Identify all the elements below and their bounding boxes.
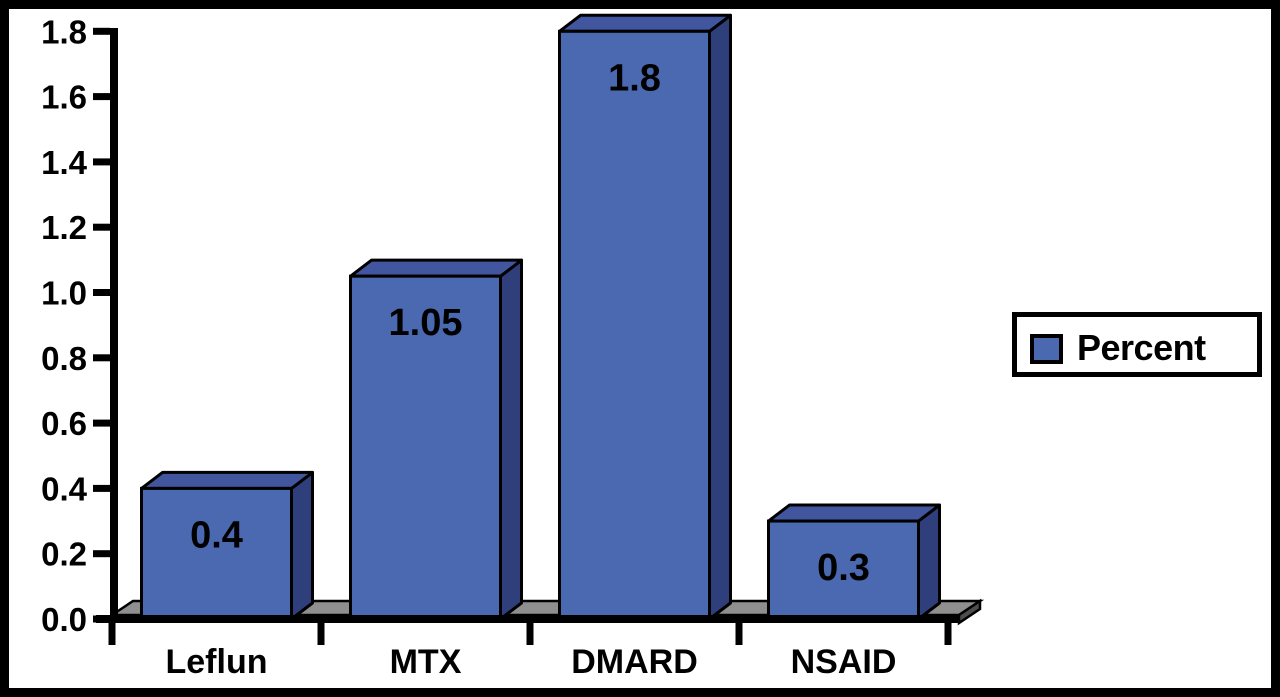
bar-side-face xyxy=(499,258,523,621)
bar-front-face xyxy=(140,486,293,621)
x-category-label: Leflun xyxy=(166,643,268,681)
x-axis-tick xyxy=(317,623,325,645)
bar-nsaid: 0.3 xyxy=(767,503,941,621)
y-tick-label: 0.8 xyxy=(41,340,87,377)
y-axis-tick xyxy=(93,550,110,558)
bar-mtx: 1.05 xyxy=(349,258,523,621)
bar-value-label: 1.05 xyxy=(389,302,463,344)
y-axis-tick xyxy=(93,158,110,166)
x-axis-tick xyxy=(735,623,743,645)
x-category-label: DMARD xyxy=(571,643,698,681)
y-tick-label: 0.0 xyxy=(41,601,87,638)
bar-side-face xyxy=(708,13,732,621)
bar-top-face xyxy=(140,470,314,490)
y-axis-tick xyxy=(93,27,110,35)
bar-top-face xyxy=(767,503,941,523)
y-tick-label: 0.2 xyxy=(41,536,87,573)
bar-dmard: 1.8 xyxy=(558,13,732,621)
bar-leflun: 0.4 xyxy=(140,470,314,621)
bar-value-label: 1.8 xyxy=(608,57,661,99)
y-axis-tick xyxy=(93,615,110,623)
bar-top-face xyxy=(558,13,732,33)
y-tick-label: 1.8 xyxy=(41,13,87,50)
y-tick-label: 1.2 xyxy=(41,209,87,246)
bar-side-face xyxy=(290,470,314,621)
y-axis-tick xyxy=(93,289,110,296)
x-category-label: MTX xyxy=(390,643,462,681)
y-axis-line xyxy=(110,28,118,623)
x-axis-tick xyxy=(108,623,116,645)
x-axis-tick xyxy=(944,623,952,645)
x-axis-tick xyxy=(526,623,534,645)
bar-front-face xyxy=(349,274,502,621)
legend: Percent xyxy=(1012,312,1262,377)
x-category-label: NSAID xyxy=(791,643,897,681)
y-axis-tick xyxy=(93,93,110,101)
legend-swatch-icon xyxy=(1030,334,1063,364)
x-axis-line xyxy=(96,615,959,623)
chart-marks-layer: 0.4 1.05 1.8 0.3 0.0 0.2 0.4 0.6 0.8 1.0 1.2 1.4 1.6… xyxy=(41,13,985,681)
bar-top-face xyxy=(349,258,523,278)
y-axis-tick xyxy=(93,354,110,362)
y-tick-label: 0.4 xyxy=(41,470,88,507)
bar-side-face xyxy=(917,503,941,621)
bar-front-face xyxy=(558,29,711,621)
y-tick-label: 1.6 xyxy=(41,79,87,116)
legend-label: Percent xyxy=(1077,327,1206,368)
y-tick-label: 1.4 xyxy=(41,144,88,181)
y-tick-label: 1.0 xyxy=(41,275,87,312)
y-axis-tick xyxy=(93,223,110,231)
bar-value-label: 0.3 xyxy=(817,547,870,589)
bar-value-label: 0.4 xyxy=(190,514,243,556)
y-axis-tick xyxy=(93,484,110,492)
y-axis-tick xyxy=(93,419,110,427)
y-tick-label: 0.6 xyxy=(41,405,87,442)
